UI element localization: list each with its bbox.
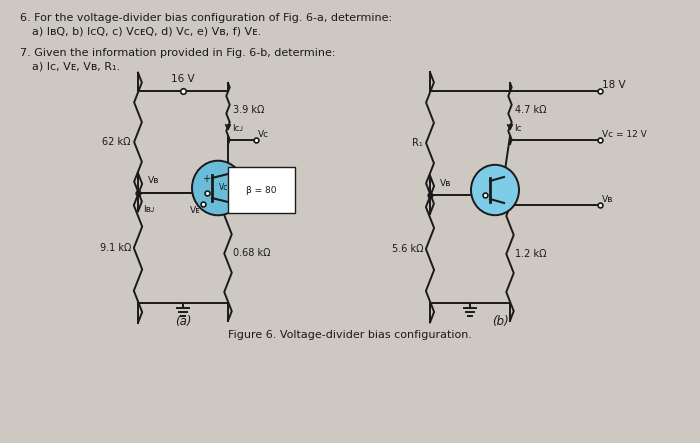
Text: (a): (a)	[175, 315, 191, 328]
Text: Iᴄᴊ: Iᴄᴊ	[232, 124, 243, 132]
Text: R₁: R₁	[412, 138, 423, 148]
Text: 18 V: 18 V	[602, 80, 626, 90]
Text: 5.6 kΩ: 5.6 kΩ	[391, 244, 423, 254]
Text: 62 kΩ: 62 kΩ	[102, 137, 131, 147]
Text: 6. For the voltage-divider bias configuration of Fig. 6-a, determine:: 6. For the voltage-divider bias configur…	[20, 13, 392, 23]
Text: (b): (b)	[491, 315, 508, 328]
Text: Vᴄᴇᴊ: Vᴄᴇᴊ	[219, 183, 235, 191]
Ellipse shape	[471, 165, 519, 215]
Text: Vʙ: Vʙ	[440, 179, 452, 188]
Text: Figure 6. Voltage-divider bias configuration.: Figure 6. Voltage-divider bias configura…	[228, 330, 472, 340]
Text: Vᴄ = 12 V: Vᴄ = 12 V	[602, 130, 647, 139]
Text: 7. Given the information provided in Fig. 6-b, determine:: 7. Given the information provided in Fig…	[20, 48, 335, 58]
Ellipse shape	[192, 161, 244, 215]
Text: β = 80: β = 80	[246, 186, 276, 194]
Text: 0.68 kΩ: 0.68 kΩ	[233, 249, 270, 259]
Text: Vʙ: Vʙ	[148, 176, 160, 185]
Text: Iᴄ: Iᴄ	[514, 124, 522, 132]
Text: +: +	[202, 174, 210, 184]
Text: 4.7 kΩ: 4.7 kΩ	[515, 105, 547, 114]
Text: Vᴄ: Vᴄ	[258, 130, 269, 139]
Text: -: -	[204, 187, 208, 197]
Text: 9.1 kΩ: 9.1 kΩ	[99, 243, 131, 253]
Text: a) IʙQ, b) IᴄQ, c) VᴄᴇQ, d) Vᴄ, e) Vʙ, f) Vᴇ.: a) IʙQ, b) IᴄQ, c) VᴄᴇQ, d) Vᴄ, e) Vʙ, f…	[32, 26, 261, 36]
Text: 16 V: 16 V	[172, 74, 195, 84]
Text: Iʙᴊ: Iʙᴊ	[143, 205, 155, 214]
Text: 1.2 kΩ: 1.2 kΩ	[515, 249, 547, 259]
Text: Vʙ: Vʙ	[602, 195, 613, 204]
Text: Vᴇ: Vᴇ	[190, 206, 201, 215]
Text: 3.9 kΩ: 3.9 kΩ	[233, 105, 265, 114]
Text: a) Iᴄ, Vᴇ, Vʙ, R₁.: a) Iᴄ, Vᴇ, Vʙ, R₁.	[32, 61, 120, 71]
